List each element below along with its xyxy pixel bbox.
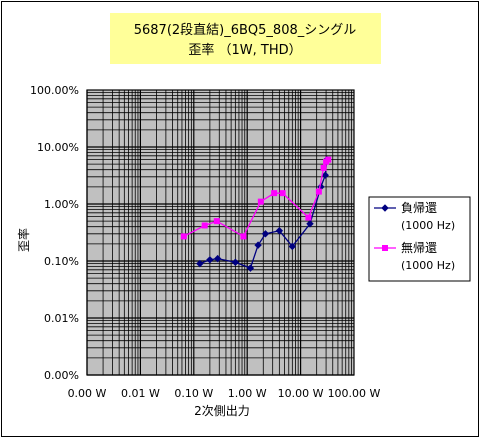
legend-item-2: 無帰還 (1000 Hz) bbox=[374, 240, 455, 272]
legend-label: 無帰還 bbox=[401, 240, 437, 255]
legend-label: 負帰還 bbox=[401, 201, 437, 215]
y-tick-label: 0.10% bbox=[44, 255, 79, 268]
y-tick-label: 0.00% bbox=[44, 369, 79, 382]
series-layer bbox=[180, 155, 332, 272]
data-point bbox=[321, 171, 329, 179]
data-point bbox=[271, 190, 278, 197]
data-point bbox=[213, 218, 220, 225]
data-point bbox=[305, 214, 312, 221]
x-tick-labels: 0.00 W 0.01 W 0.10 W 1.00 W 10.00 W 100.00 W bbox=[68, 387, 381, 400]
legend: 負帰還 (1000 Hz) 無帰還 (1000 Hz) bbox=[368, 196, 471, 282]
x-tick-label: 0.10 W bbox=[174, 387, 213, 400]
data-point bbox=[201, 222, 208, 229]
y-tick-label: 1.00% bbox=[44, 198, 79, 211]
legend-item-1: 負帰還 (1000 Hz) bbox=[374, 201, 455, 232]
data-point bbox=[306, 220, 314, 228]
data-point bbox=[196, 259, 204, 268]
data-point bbox=[288, 242, 297, 251]
y-tick-label: 100.00% bbox=[30, 84, 79, 97]
data-point bbox=[231, 258, 240, 266]
data-point bbox=[254, 241, 262, 249]
data-point bbox=[240, 233, 247, 240]
legend-box bbox=[368, 196, 471, 282]
data-point bbox=[275, 226, 284, 235]
plot-area bbox=[86, 89, 355, 376]
chart-title: 5687(2段直結)_6BQ5_808_シングル 歪率 （1W, THD） bbox=[110, 13, 381, 64]
x-tick-label: 1.00 W bbox=[228, 387, 267, 400]
data-point bbox=[257, 198, 264, 205]
legend-sublabel: (1000 Hz) bbox=[401, 219, 455, 232]
x-tick-label: 10.00 W bbox=[278, 387, 324, 400]
y-tick-label: 0.01% bbox=[44, 312, 79, 325]
legend-sublabel: (1000 Hz) bbox=[401, 259, 455, 272]
series-2 bbox=[180, 156, 332, 240]
data-point bbox=[325, 156, 332, 163]
x-tick-label: 0.00 W bbox=[68, 387, 107, 400]
data-point bbox=[206, 256, 214, 264]
title-line-2: 歪率 （1W, THD） bbox=[188, 42, 301, 58]
legend-marker bbox=[382, 245, 388, 251]
data-point bbox=[279, 190, 286, 197]
data-point bbox=[246, 264, 255, 272]
data-point bbox=[320, 164, 327, 171]
y-tick-label: 10.00% bbox=[37, 141, 79, 154]
x-tick-label: 100.00 W bbox=[328, 387, 381, 400]
data-point bbox=[213, 254, 222, 263]
y-axis-title: 歪率 bbox=[16, 228, 31, 252]
legend-marker bbox=[381, 204, 389, 212]
data-point bbox=[261, 230, 270, 238]
plot-frame bbox=[86, 89, 355, 376]
x-axis-title: 2次側出力 bbox=[194, 404, 250, 418]
title-line-1: 5687(2段直結)_6BQ5_808_シングル bbox=[134, 23, 357, 38]
title-box bbox=[110, 13, 381, 64]
y-tick-labels: 100.00% 10.00% 1.00% 0.10% 0.01% 0.00% bbox=[30, 84, 79, 382]
x-tick-label: 0.01 W bbox=[121, 387, 160, 400]
data-point bbox=[180, 233, 187, 240]
data-point bbox=[315, 188, 322, 195]
